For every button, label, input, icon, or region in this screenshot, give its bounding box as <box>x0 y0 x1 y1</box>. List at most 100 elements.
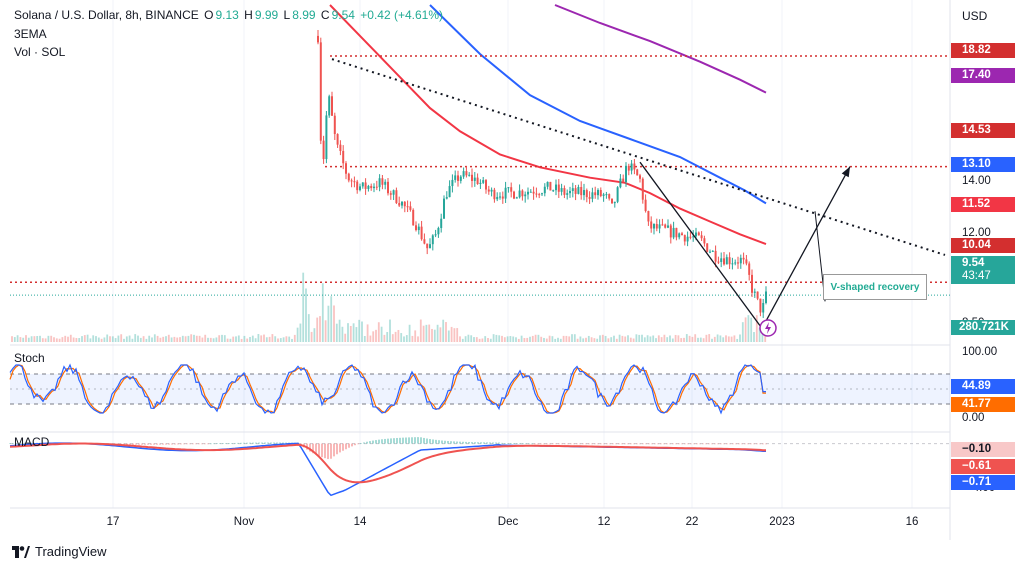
volume-bar <box>260 335 263 342</box>
macd-histogram-bar <box>495 442 497 444</box>
volume-bar <box>232 336 235 342</box>
volume-bar <box>25 335 27 342</box>
candle <box>725 254 728 265</box>
volume-bar <box>16 335 19 342</box>
volume-bar <box>403 336 405 342</box>
candle <box>653 223 655 235</box>
candle <box>658 219 661 234</box>
volume-bar <box>335 323 338 342</box>
v-recovery-annotation[interactable]: V-shaped recovery <box>823 274 927 300</box>
macd-histogram-bar <box>309 443 311 452</box>
volume-bar <box>114 338 117 342</box>
candle <box>507 187 510 193</box>
volume-bar <box>265 337 268 342</box>
indicator-3ema-label[interactable]: 3EMA <box>14 27 47 41</box>
volume-bar <box>671 338 674 342</box>
macd-histogram-bar <box>243 442 245 444</box>
macd-histogram-bar <box>555 443 557 445</box>
indicator-volume-label[interactable]: Vol · SOL <box>14 45 66 59</box>
macd-histogram-bar <box>630 443 632 445</box>
candle <box>585 188 588 203</box>
volume-bar <box>425 324 428 342</box>
lightning-icon[interactable] <box>759 319 777 337</box>
candle <box>496 192 499 202</box>
candle <box>759 298 762 317</box>
macd-histogram-bar <box>123 443 125 445</box>
macd-histogram-bar <box>285 442 287 444</box>
macd-histogram-bar <box>723 443 725 445</box>
stoch-pane-label[interactable]: Stoch <box>14 351 45 365</box>
macd-histogram-bar <box>381 439 383 444</box>
volume-bar <box>319 316 321 342</box>
volume-bar <box>414 330 417 342</box>
volume-bar <box>383 334 386 342</box>
stoch-k-line <box>9 363 766 415</box>
macd-histogram-bar <box>750 443 752 445</box>
volume-bar <box>755 315 758 342</box>
candle <box>359 183 361 192</box>
volume-bar <box>694 334 697 342</box>
candle <box>490 187 493 197</box>
macd-pane-label[interactable]: MACD <box>14 435 50 449</box>
macd-histogram-bar <box>402 437 404 444</box>
volume-bar <box>495 334 498 342</box>
candle <box>588 191 591 204</box>
price-tick-label: 14.00 <box>962 175 991 187</box>
candle <box>728 252 731 270</box>
volume-bar <box>599 335 601 342</box>
volume-bar <box>285 336 288 342</box>
macd-histogram-bar <box>174 443 176 445</box>
candle <box>613 201 616 208</box>
candle <box>672 221 675 240</box>
symbol-title[interactable]: Solana / U.S. Dollar, 8h, BINANCE <box>14 8 199 22</box>
candle <box>364 178 367 195</box>
volume-bar <box>568 336 571 342</box>
macd-histogram-bar <box>624 443 626 445</box>
macd-histogram-bar <box>411 437 413 444</box>
volume-bar <box>515 337 517 342</box>
candle <box>563 185 566 199</box>
macd-histogram-bar <box>345 443 347 450</box>
macd-histogram-bar <box>585 443 587 445</box>
candle <box>423 233 426 245</box>
candle <box>532 186 535 200</box>
brand-name: TradingView <box>35 544 107 559</box>
candle <box>709 249 711 254</box>
volume-bar <box>198 335 201 342</box>
macd-histogram-bar <box>33 442 35 444</box>
macd-histogram-bar <box>189 443 191 445</box>
macd-histogram-bar <box>504 443 506 444</box>
volume-bar <box>181 335 184 342</box>
volume-bar <box>691 336 694 342</box>
macd-histogram-bar <box>207 443 209 445</box>
volume-bar <box>638 334 641 342</box>
x-tick-label: 16 <box>906 516 919 528</box>
candle <box>384 179 387 190</box>
tag-ema-100: 13.10 <box>951 157 1015 172</box>
volume-bar <box>39 335 41 342</box>
macd-histogram-bar <box>615 443 617 445</box>
macd-histogram-bar <box>507 443 509 444</box>
candle <box>457 170 459 187</box>
macd-histogram-bar <box>543 443 545 445</box>
volume-bar <box>92 335 95 342</box>
candle <box>611 198 613 205</box>
volume-bar <box>296 327 299 342</box>
volume-bar <box>582 338 585 342</box>
volume-bar <box>369 335 372 342</box>
macd-histogram-bar <box>24 442 26 444</box>
candle <box>717 256 720 265</box>
candle <box>597 188 599 200</box>
volume-bar <box>30 336 33 342</box>
tradingview-brand[interactable]: TradingView <box>12 544 107 559</box>
candle <box>345 161 347 180</box>
volume-bar <box>747 315 750 342</box>
volume-bar <box>235 336 237 342</box>
volume-bar <box>478 338 481 342</box>
volume-bar <box>173 336 176 342</box>
volume-bar <box>551 336 554 342</box>
volume-bar <box>97 337 100 342</box>
macd-histogram-bar <box>711 443 713 445</box>
volume-bar <box>321 283 324 342</box>
macd-histogram-bar <box>609 443 611 445</box>
